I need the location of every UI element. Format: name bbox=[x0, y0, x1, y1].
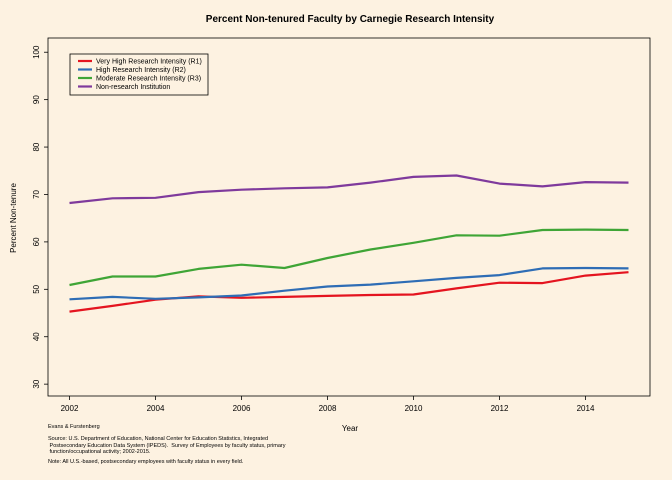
footer-source: Source: U.S. Department of Education, Na… bbox=[48, 436, 286, 455]
legend: Very High Research Intensity (R1) High Re… bbox=[69, 53, 209, 96]
legend-label: Moderate Research Intensity (R3) bbox=[96, 75, 201, 82]
legend-label: High Research Intensity (R2) bbox=[96, 67, 186, 74]
y-tick-label: 100 bbox=[32, 45, 41, 59]
series-line-4 bbox=[69, 174, 629, 205]
series-line-3 bbox=[69, 228, 629, 287]
y-axis-label: Percent Non-tenure bbox=[9, 183, 18, 253]
x-axis: 2002 2004 2006 2008 2010 2012 2014 bbox=[61, 396, 595, 413]
x-tick-label: 2010 bbox=[405, 404, 423, 413]
x-axis-label: Year bbox=[342, 424, 359, 433]
footer-credit: Evans & Furstenberg bbox=[48, 424, 100, 430]
y-tick-label: 80 bbox=[32, 142, 41, 151]
legend-label: Very High Research Intensity (R1) bbox=[96, 58, 202, 65]
chart-title: Percent Non-tenured Faculty by Carnegie … bbox=[206, 14, 495, 25]
legend-label: Non-research Institution bbox=[96, 84, 170, 91]
legend-box bbox=[69, 53, 209, 96]
series-line-2 bbox=[69, 266, 629, 301]
x-tick-label: 2004 bbox=[147, 404, 165, 413]
y-tick-label: 30 bbox=[32, 379, 41, 388]
series-line-1 bbox=[69, 271, 629, 313]
y-tick-label: 60 bbox=[32, 237, 41, 246]
x-tick-label: 2014 bbox=[577, 404, 595, 413]
x-tick-label: 2008 bbox=[319, 404, 337, 413]
x-tick-label: 2012 bbox=[491, 404, 509, 413]
y-axis: 30 40 50 60 70 80 90 100 bbox=[32, 45, 48, 389]
footer-note: Note: All U.S.-based, postsecondary empl… bbox=[48, 459, 244, 465]
y-tick-label: 70 bbox=[32, 189, 41, 198]
x-tick-label: 2002 bbox=[61, 404, 79, 413]
y-tick-label: 40 bbox=[32, 332, 41, 341]
series-layer bbox=[69, 174, 629, 313]
y-tick-label: 90 bbox=[32, 95, 41, 104]
y-tick-label: 50 bbox=[32, 284, 41, 293]
plot-frame bbox=[47, 37, 651, 397]
x-tick-label: 2006 bbox=[233, 404, 251, 413]
